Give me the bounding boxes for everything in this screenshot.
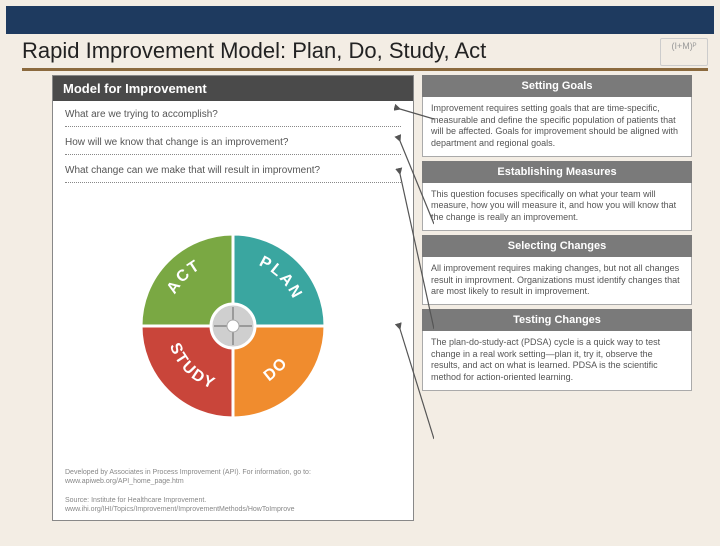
goals-header: Setting Goals <box>422 75 692 97</box>
goals-body: Improvement requires setting goals that … <box>422 97 692 157</box>
divider <box>65 154 401 155</box>
pdsa-wheel-container: PLANDOSTUDYACT <box>53 185 413 464</box>
pdsa-wheel: PLANDOSTUDYACT <box>133 226 333 426</box>
measures-body: This question focuses specifically on wh… <box>422 183 692 231</box>
footer-credit-1: Developed by Associates in Process Impro… <box>53 464 413 492</box>
divider <box>65 126 401 127</box>
question-2: How will we know that change is an impro… <box>53 129 413 152</box>
divider <box>65 182 401 183</box>
testing-body: The plan-do-study-act (PDSA) cycle is a … <box>422 331 692 391</box>
changes-body: All improvement requires making changes,… <box>422 257 692 305</box>
measures-header: Establishing Measures <box>422 161 692 183</box>
model-panel: Model for Improvement What are we trying… <box>52 75 414 521</box>
footer-credit-2: Source: Institute for Healthcare Improve… <box>53 492 413 520</box>
explanations-panel: Setting Goals Improvement requires setti… <box>422 75 692 521</box>
question-1: What are we trying to accomplish? <box>53 101 413 124</box>
testing-header: Testing Changes <box>422 309 692 331</box>
changes-header: Selecting Changes <box>422 235 692 257</box>
top-bar <box>6 6 714 34</box>
slide-title: Rapid Improvement Model: Plan, Do, Study… <box>22 38 660 63</box>
model-header: Model for Improvement <box>53 76 413 101</box>
title-row: Rapid Improvement Model: Plan, Do, Study… <box>0 34 720 66</box>
question-3: What change can we make that will result… <box>53 157 413 180</box>
content-area: Model for Improvement What are we trying… <box>0 71 720 529</box>
brand-logo: (I+M)ᴾ <box>660 38 708 66</box>
